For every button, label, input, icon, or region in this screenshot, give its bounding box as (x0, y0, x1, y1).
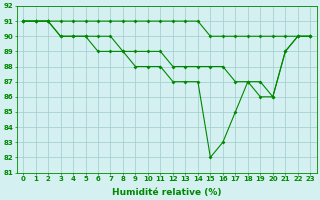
X-axis label: Humidité relative (%): Humidité relative (%) (112, 188, 221, 197)
